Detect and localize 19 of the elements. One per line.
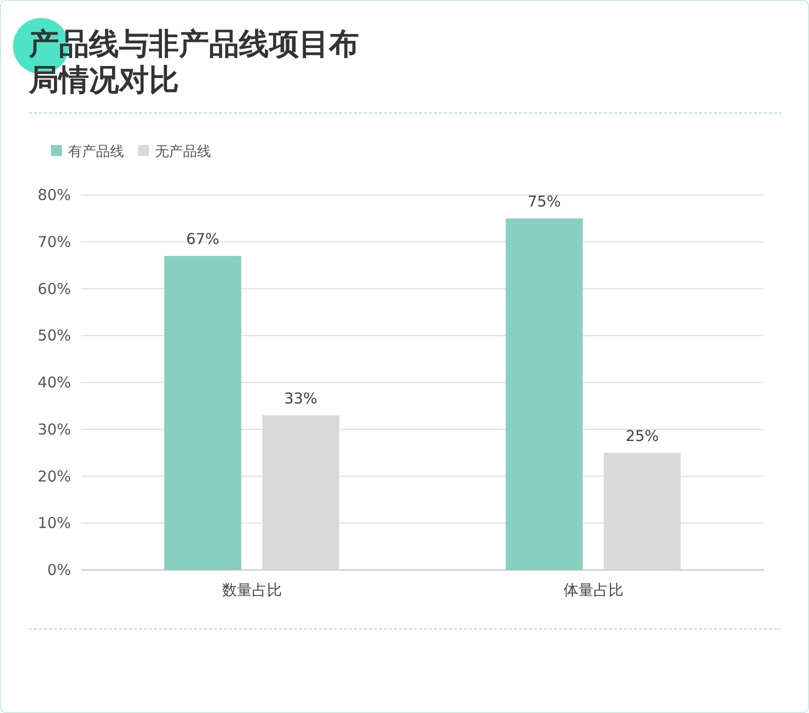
legend-label: 无产品线: [155, 144, 211, 160]
y-tick-label: 10%: [38, 514, 71, 532]
bar: [164, 256, 242, 570]
y-tick-label: 20%: [38, 467, 71, 486]
y-tick-label: 60%: [38, 280, 71, 298]
data-label: 75%: [528, 192, 561, 210]
data-label: 67%: [186, 230, 220, 248]
bar: [506, 218, 583, 570]
legend-label: 有产品线: [68, 144, 124, 160]
data-label: 25%: [626, 426, 659, 445]
x-tick-label: 数量占比: [222, 581, 282, 599]
y-tick-label: 30%: [38, 420, 71, 438]
y-tick-label: 70%: [38, 232, 71, 251]
x-tick-label: 体量占比: [563, 581, 624, 599]
y-tick-label: 80%: [38, 186, 71, 204]
data-label: 33%: [284, 389, 318, 408]
y-tick-label: 0%: [47, 561, 71, 579]
y-tick-label: 50%: [38, 326, 71, 345]
y-tick-label: 40%: [38, 374, 71, 392]
